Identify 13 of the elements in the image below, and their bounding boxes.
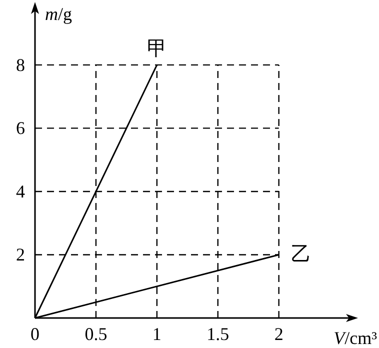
x-tick-label: 1 <box>152 324 162 344</box>
y-tick-label: 6 <box>16 118 25 138</box>
y-tick-label: 8 <box>16 54 25 75</box>
x-tick-label: 0.5 <box>84 324 108 344</box>
x-tick-label: 2 <box>274 324 284 344</box>
series-label: 乙 <box>290 244 311 266</box>
x-axis-title: V/cm³ <box>334 328 378 348</box>
series-label: 甲 <box>146 38 167 60</box>
y-tick-label: 4 <box>16 181 25 202</box>
x-tick-label: 0 <box>30 324 40 344</box>
y-axis-title: m/g <box>45 4 72 24</box>
y-tick-label: 2 <box>16 244 25 265</box>
x-tick-label: 1.5 <box>206 324 230 344</box>
